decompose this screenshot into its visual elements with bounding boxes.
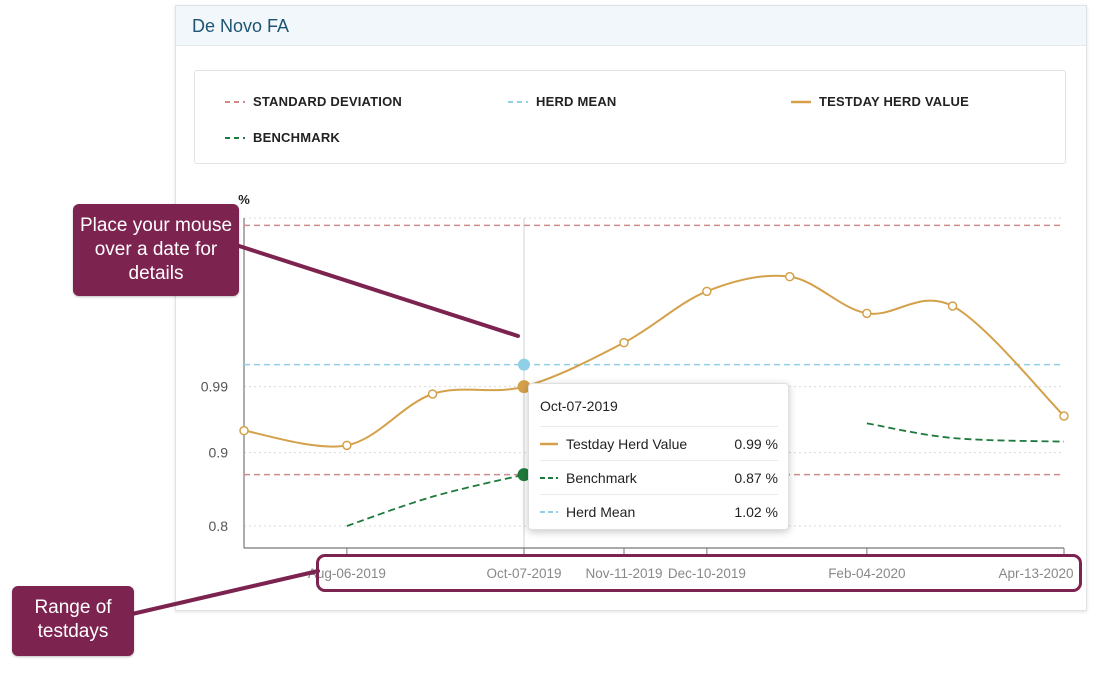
solid-line-icon <box>540 442 558 446</box>
tooltip-row-herd-mean: Herd Mean 1.02 % <box>540 494 778 529</box>
hover-tooltip: Oct-07-2019 Testday Herd Value 0.99 % Be… <box>528 383 789 530</box>
x-tick-label: Aug-06-2019 <box>308 566 386 581</box>
dashed-line-icon <box>225 136 245 139</box>
y-axis-unit: % <box>238 192 250 207</box>
legend-item-standard-deviation[interactable]: STANDARD DEVIATION <box>225 94 402 109</box>
range-callout-pointer <box>130 569 320 616</box>
x-tick-label: Feb-04-2020 <box>828 566 905 581</box>
dashed-line-icon <box>540 477 558 479</box>
tooltip-date: Oct-07-2019 <box>540 398 618 414</box>
annotation-pointers <box>130 243 520 616</box>
card-header: De Novo FA <box>176 6 1086 46</box>
herd-mean-hover-point <box>518 358 530 371</box>
x-tick-label: Dec-10-2019 <box>668 566 746 581</box>
testday-point <box>1059 411 1069 421</box>
testday-herd-value-line <box>243 274 1065 448</box>
testday-point <box>702 286 712 297</box>
legend-item-herd-mean[interactable]: HERD MEAN <box>508 94 617 109</box>
benchmark-line <box>866 422 1065 443</box>
y-tick-label: 0.99 <box>201 379 228 395</box>
legend-label: HERD MEAN <box>536 94 617 109</box>
legend-label: STANDARD DEVIATION <box>253 94 403 109</box>
testday-point <box>427 389 438 399</box>
legend: STANDARD DEVIATION HERD MEAN TESTDAY HER… <box>194 70 1066 164</box>
tooltip-value: 0.99 % <box>734 436 778 452</box>
x-tick-label: Nov-11-2019 <box>585 566 662 581</box>
testday-hover-point <box>517 380 531 394</box>
benchmark-line <box>346 473 525 527</box>
legend-label: TESTDAY HERD VALUE <box>819 94 969 109</box>
y-tick-label: 0.9 <box>209 445 229 461</box>
x-tick-label: Apr-13-2020 <box>998 566 1073 581</box>
solid-line-icon <box>791 100 811 103</box>
card-title: De Novo FA <box>192 16 290 36</box>
hover-callout: Place your mouse over a date for details <box>73 204 239 296</box>
testday-point <box>619 337 629 348</box>
hover-indicator <box>517 358 531 482</box>
dashed-line-icon <box>225 100 245 103</box>
dashed-line-icon <box>508 100 528 103</box>
y-tick-label: 0.8 <box>209 518 229 534</box>
x-tick-label: Oct-07-2019 <box>486 566 561 581</box>
testday-point <box>239 425 249 436</box>
tooltip-label: Herd Mean <box>566 504 636 520</box>
tooltip-value: 0.87 % <box>734 470 778 486</box>
testday-point <box>784 271 795 282</box>
series-lines <box>243 274 1065 527</box>
tooltip-value: 1.02 % <box>734 504 778 520</box>
tooltip-label: Testday Herd Value <box>566 436 688 452</box>
series-markers <box>239 271 1069 451</box>
tooltip-row-benchmark: Benchmark 0.87 % <box>540 460 778 495</box>
range-callout: Range of testdays <box>12 586 134 656</box>
axes <box>243 218 1065 554</box>
testday-point <box>947 301 958 311</box>
legend-item-testday-herd-value[interactable]: TESTDAY HERD VALUE <box>791 94 969 109</box>
testday-point <box>862 308 872 319</box>
range-highlight-box <box>316 554 1082 592</box>
tooltip-label: Benchmark <box>566 470 637 486</box>
legend-item-benchmark[interactable]: BENCHMARK <box>225 130 340 145</box>
testday-point <box>342 440 352 451</box>
hover-callout-pointer <box>234 243 520 338</box>
dashed-line-icon <box>540 511 558 513</box>
legend-label: BENCHMARK <box>253 130 341 145</box>
axis-labels: 0.8 0.9 0.99% Aug-06-2019 Oct-07-2019 Nov-11-… <box>201 192 1074 581</box>
benchmark-hover-point <box>517 468 531 482</box>
tooltip-row-testday: Testday Herd Value 0.99 % <box>540 426 778 461</box>
